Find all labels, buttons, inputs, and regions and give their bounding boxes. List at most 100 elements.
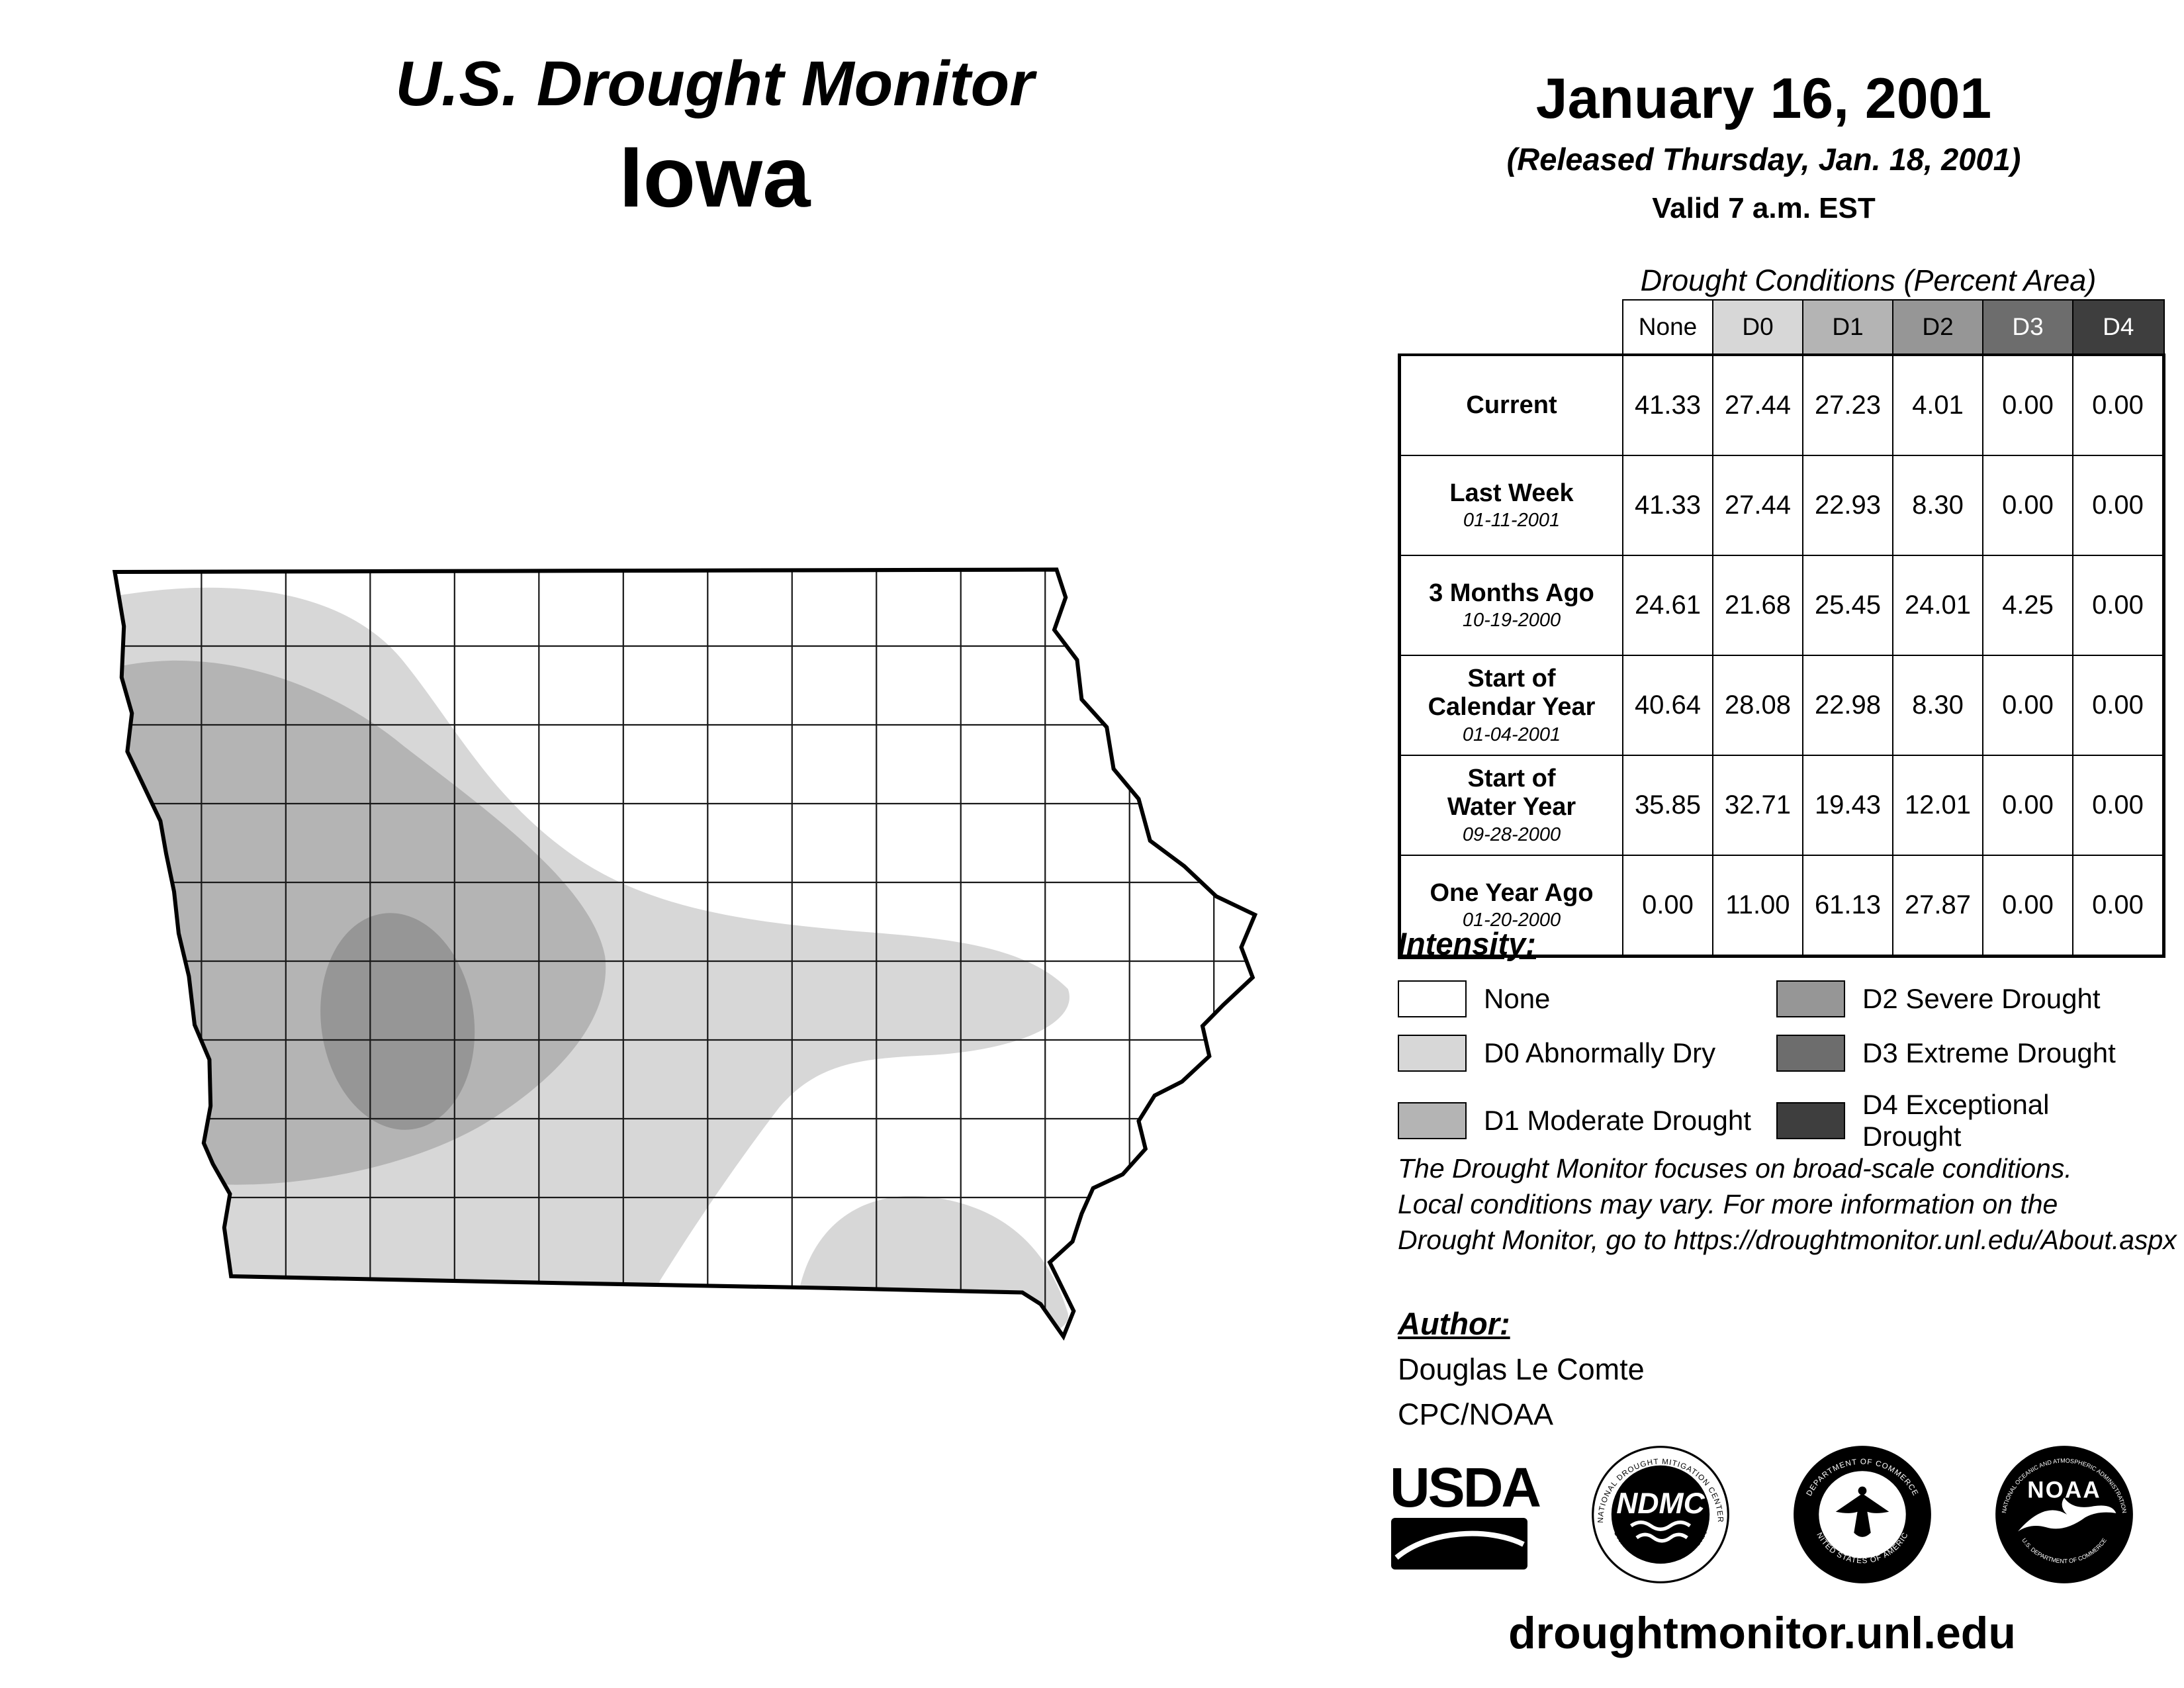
- cell-value: 0.00: [1982, 755, 2073, 856]
- eagle-head-icon: [1858, 1486, 1867, 1495]
- col-header-d0: D0: [1712, 299, 1803, 355]
- ndmc-wave-icon: [1635, 1532, 1688, 1542]
- cell-value: 24.61: [1622, 555, 1713, 656]
- table-row-start-water-year: Start of Water Year 09-28-2000 35.85 32.…: [1398, 755, 2165, 856]
- legend-label: D3 Extreme Drought: [1862, 1037, 2116, 1068]
- col-header-d2: D2: [1892, 299, 1983, 355]
- map-title-block: U.S. Drought Monitor Iowa: [40, 48, 1390, 226]
- drought-conditions-table: None D0 D1 D2 D3 D4 Current 41.33 27.44 …: [1398, 299, 2165, 958]
- cell-value: 4.01: [1892, 353, 1983, 456]
- cell-value: 22.93: [1802, 455, 1893, 556]
- county-lines: [114, 569, 1255, 1336]
- cell-value: 41.33: [1622, 353, 1713, 456]
- author-org: CPC/NOAA: [1398, 1397, 1554, 1431]
- legend-grid: None D2 Severe Drought D0 Abnormally Dry…: [1398, 980, 2159, 1152]
- col-header-d1: D1: [1802, 299, 1893, 355]
- legend-label: D0 Abnormally Dry: [1484, 1037, 1716, 1068]
- table-row-one-year-ago: One Year Ago 01-20-2000 0.00 11.00 61.13…: [1398, 855, 2165, 958]
- table-corner: [1399, 300, 1623, 355]
- row-label: One Year Ago: [1430, 878, 1594, 907]
- legend-item-d0: D0 Abnormally Dry: [1398, 1035, 1776, 1072]
- d0-swatch: [1398, 1035, 1467, 1072]
- disclaimer: The Drought Monitor focuses on broad-sca…: [1398, 1150, 2177, 1258]
- cell-value: 0.00: [2072, 655, 2165, 756]
- cell-value: 8.30: [1892, 455, 1983, 556]
- cell-value: 27.44: [1712, 455, 1803, 556]
- row-label: 3 Months Ago: [1429, 579, 1594, 607]
- cell-value: 21.68: [1712, 555, 1803, 656]
- legend-label: D1 Moderate Drought: [1484, 1105, 1751, 1136]
- d2-region: [320, 913, 475, 1130]
- row-sublabel: 01-04-2001: [1462, 724, 1561, 745]
- cell-value: 24.01: [1892, 555, 1983, 656]
- author-heading: Author:: [1398, 1306, 1510, 1341]
- ndmc-logo: NATIONAL DROUGHT MITIGATION CENTER UNIVE…: [1592, 1445, 1729, 1583]
- row-label: Start of Calendar Year: [1428, 665, 1596, 721]
- cell-value: 11.00: [1712, 855, 1803, 958]
- commerce-seal-logo: DEPARTMENT OF COMMERCE UNITED STATES OF …: [1792, 1444, 1931, 1583]
- legend-item-d1: D1 Moderate Drought: [1398, 1089, 1776, 1152]
- col-header-none: None: [1622, 299, 1713, 355]
- table-header-row: None D0 D1 D2 D3 D4: [1399, 299, 2165, 355]
- cell-value: 0.00: [2072, 855, 2165, 958]
- logo-row: USDA NATIONAL DROUGHT MITIGATION CENTER …: [1390, 1443, 2134, 1585]
- report-header: January 16, 2001 (Released Thursday, Jan…: [1390, 66, 2138, 225]
- cell-value: 0.00: [1982, 455, 2073, 556]
- drought-monitor-title: U.S. Drought Monitor: [395, 48, 1034, 119]
- report-date: January 16, 2001: [1535, 67, 1992, 130]
- legend-item-none: None: [1398, 980, 1776, 1017]
- ndmc-wordmark: NDMC: [1616, 1487, 1705, 1519]
- cell-value: 0.00: [2072, 755, 2165, 856]
- author-name: Douglas Le Comte: [1398, 1352, 1645, 1386]
- table-row-last-week: Last Week 01-11-2001 41.33 27.44 22.93 8…: [1398, 455, 2165, 556]
- cell-value: 4.25: [1982, 555, 2073, 656]
- cell-value: 0.00: [2072, 455, 2165, 556]
- noaa-logo: NATIONAL OCEANIC AND ATMOSPHERIC ADMINIS…: [1995, 1445, 2133, 1583]
- cell-value: 61.13: [1802, 855, 1893, 958]
- d4-swatch: [1776, 1102, 1845, 1139]
- eagle-emblem-icon: [1835, 1493, 1889, 1537]
- col-header-d4: D4: [2072, 299, 2165, 355]
- cell-value: 28.08: [1712, 655, 1803, 756]
- cell-value: 22.98: [1802, 655, 1893, 756]
- legend-item-d2: D2 Severe Drought: [1776, 980, 2155, 1017]
- iowa-drought-map: [113, 563, 1264, 1350]
- col-header-d3: D3: [1982, 299, 2073, 355]
- cell-value: 27.23: [1802, 353, 1893, 456]
- noaa-wordmark: NOAA: [2027, 1477, 2101, 1503]
- row-label: Start of Water Year: [1447, 765, 1576, 821]
- row-sublabel: 10-19-2000: [1462, 610, 1561, 632]
- usda-logo: USDA: [1390, 1460, 1541, 1570]
- state-name: Iowa: [619, 128, 811, 225]
- row-sublabel: 01-11-2001: [1463, 510, 1561, 532]
- cell-value: 27.44: [1712, 353, 1803, 456]
- seagull-icon: [2018, 1497, 2116, 1531]
- cell-value: 0.00: [1982, 655, 2073, 756]
- row-label: Current: [1466, 391, 1557, 420]
- legend-item-d4: D4 Exceptional Drought: [1776, 1089, 2155, 1152]
- table-row-start-calendar-year: Start of Calendar Year 01-04-2001 40.64 …: [1398, 655, 2165, 756]
- cell-value: 0.00: [2072, 555, 2165, 656]
- legend-item-d3: D3 Extreme Drought: [1776, 1035, 2155, 1072]
- cell-value: 0.00: [1982, 855, 2073, 958]
- released-date: (Released Thursday, Jan. 18, 2001): [1506, 142, 2021, 177]
- row-label: Last Week: [1449, 479, 1574, 507]
- valid-time: Valid 7 a.m. EST: [1652, 192, 1876, 224]
- legend-label: None: [1484, 983, 1551, 1014]
- d3-swatch: [1776, 1035, 1845, 1072]
- cell-value: 40.64: [1622, 655, 1713, 756]
- table-row-3-months-ago: 3 Months Ago 10-19-2000 24.61 21.68 25.4…: [1398, 555, 2165, 656]
- usda-swoosh: [1391, 1517, 1527, 1570]
- cell-value: 35.85: [1622, 755, 1713, 856]
- cell-value: 19.43: [1802, 755, 1893, 856]
- disclaimer-line: The Drought Monitor focuses on broad-sca…: [1398, 1153, 2072, 1184]
- cell-value: 32.71: [1712, 755, 1803, 856]
- disclaimer-line: Drought Monitor, go to https://droughtmo…: [1398, 1225, 2177, 1256]
- legend-label: D2 Severe Drought: [1862, 983, 2101, 1014]
- cell-value: 41.33: [1622, 455, 1713, 556]
- none-swatch: [1398, 980, 1467, 1017]
- site-url: droughtmonitor.unl.edu: [1508, 1608, 2016, 1658]
- legend-heading: Intensity:: [1398, 926, 1536, 961]
- disclaimer-line: Local conditions may vary. For more info…: [1398, 1189, 2058, 1220]
